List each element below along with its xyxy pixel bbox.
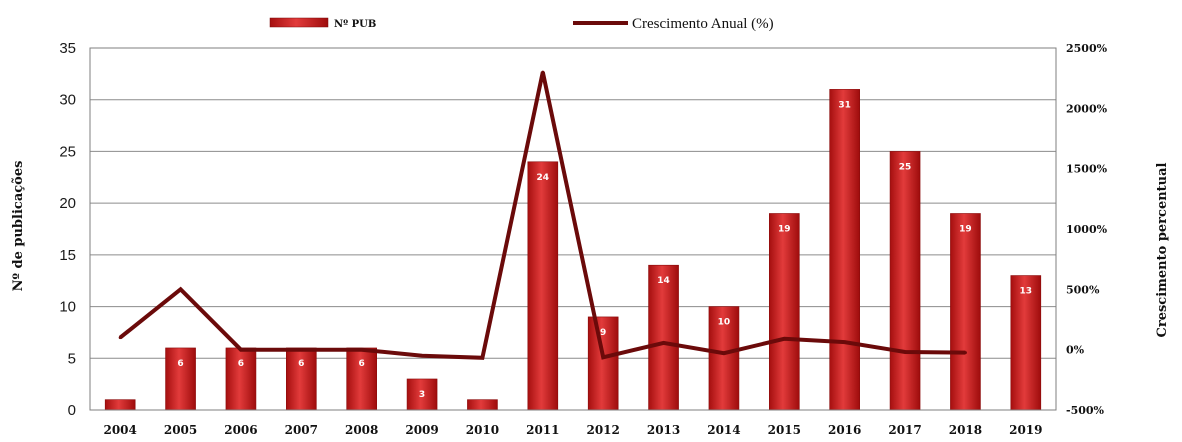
bar-data-label: 6	[177, 359, 183, 369]
bar-data-label: 13	[1020, 287, 1033, 297]
growth-point	[903, 350, 907, 354]
x-axis-ticks: 2004 2005 2006 2007 2008 2009 2010 2011 2012 2013…	[103, 423, 1042, 437]
bar	[829, 89, 860, 411]
bar-data-label: 6	[359, 359, 365, 369]
x-tick-label: 2014	[707, 423, 740, 437]
bar-data-labels: 6 6 6 6 3 24 9 14 10 19 31 25 19 13	[177, 100, 1032, 400]
x-tick-label: 2010	[466, 423, 499, 437]
growth-point	[843, 340, 847, 344]
bar	[950, 213, 981, 411]
growth-point	[480, 356, 484, 360]
x-tick-label: 2016	[828, 423, 861, 437]
bar	[165, 347, 196, 411]
x-tick-label: 2004	[103, 423, 136, 437]
growth-point	[420, 354, 424, 358]
bar	[467, 399, 498, 411]
legend-bar-swatch	[269, 17, 329, 28]
bar	[648, 264, 679, 411]
y-tick-label: 30	[59, 92, 76, 109]
y-right-tick-label: 2500%	[1066, 42, 1108, 55]
growth-point	[963, 351, 967, 355]
bar-data-label: 24	[537, 173, 550, 183]
growth-point	[299, 348, 303, 352]
y-tick-label: 25	[59, 143, 76, 160]
bar-data-label: 9	[600, 328, 606, 338]
bar	[286, 347, 317, 411]
bar-data-label: 31	[838, 100, 851, 110]
x-tick-label: 2017	[888, 423, 921, 437]
bar-data-label: 25	[899, 162, 912, 172]
y-right-tick-label: 0%	[1066, 344, 1085, 357]
growth-point	[360, 348, 364, 352]
bar-series	[104, 89, 1042, 411]
growth-point	[541, 70, 545, 74]
bar-data-label: 6	[298, 359, 304, 369]
plot-area	[89, 47, 1057, 411]
x-tick-label: 2013	[647, 423, 680, 437]
bar-data-label: 6	[238, 359, 244, 369]
y-axis-label: Nº de publicações	[11, 161, 26, 292]
bar-data-label: 14	[657, 276, 670, 286]
y-right-tick-label: -500%	[1066, 404, 1105, 417]
y-axis-ticks: 0 5 10 15 20 25 30 35	[59, 40, 76, 419]
y-right-tick-label: 1500%	[1066, 163, 1108, 176]
bar-data-label: 3	[419, 390, 425, 400]
x-tick-label: 2019	[1009, 423, 1042, 437]
y-tick-label: 20	[59, 195, 76, 212]
y-right-tick-label: 1000%	[1066, 223, 1108, 236]
legend: Nº PUB Crescimento Anual (%)	[269, 16, 774, 32]
bar	[769, 213, 800, 411]
y-right-tick-label: 2000%	[1066, 102, 1108, 115]
x-tick-label: 2009	[405, 423, 438, 437]
growth-point	[782, 337, 786, 341]
legend-line-label: Crescimento Anual (%)	[632, 16, 774, 32]
y-right-tick-label: 500%	[1066, 283, 1100, 296]
y-axis-right-ticks: -500% 0% 500% 1000% 1500% 2000% 2500%	[1066, 42, 1108, 417]
x-tick-label: 2018	[949, 423, 982, 437]
x-tick-label: 2007	[285, 423, 318, 437]
y-tick-label: 10	[59, 299, 76, 316]
legend-bar-label: Nº PUB	[334, 19, 376, 30]
growth-point	[239, 348, 243, 352]
line-series	[118, 70, 967, 360]
x-tick-label: 2015	[768, 423, 801, 437]
growth-point	[118, 336, 122, 340]
bar-data-label: 10	[718, 318, 731, 328]
bar	[406, 378, 438, 411]
bar	[527, 161, 559, 411]
growth-point	[179, 287, 183, 291]
bar-data-label: 19	[778, 224, 791, 234]
y-tick-label: 5	[68, 350, 76, 367]
bar-data-label: 19	[959, 224, 972, 234]
bar	[346, 347, 377, 411]
growth-point	[722, 351, 726, 355]
x-tick-label: 2005	[164, 423, 197, 437]
growth-point	[601, 355, 605, 359]
bar	[889, 151, 921, 411]
y-tick-label: 15	[59, 247, 76, 264]
y-tick-label: 35	[59, 40, 76, 57]
y-axis-right-label: Crescimento percentual	[1155, 162, 1170, 337]
growth-point	[662, 341, 666, 345]
x-tick-label: 2006	[224, 423, 257, 437]
x-tick-label: 2011	[526, 423, 559, 437]
y-tick-label: 0	[68, 402, 76, 419]
x-tick-label: 2012	[586, 423, 619, 437]
x-tick-label: 2008	[345, 423, 378, 437]
bar	[225, 347, 257, 411]
bar	[104, 399, 136, 411]
